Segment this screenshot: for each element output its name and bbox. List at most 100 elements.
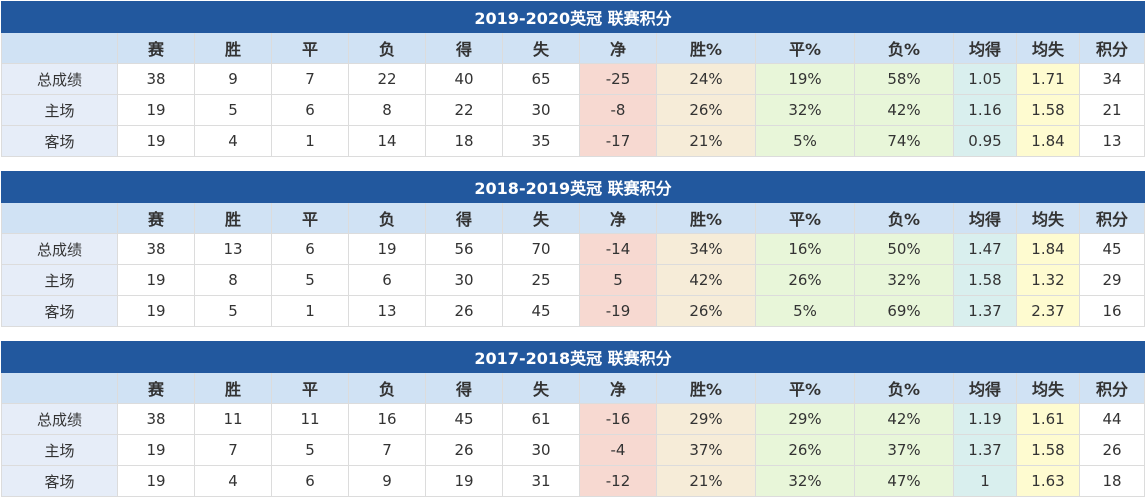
column-header: 净 <box>579 372 657 404</box>
cell: 1.61 <box>1016 403 1080 435</box>
cell: 19 <box>117 125 195 157</box>
cell: 2.37 <box>1016 295 1080 327</box>
cell: 31 <box>502 465 580 497</box>
cell: 5 <box>271 434 349 466</box>
row-label: 客场 <box>1 125 118 157</box>
cell: 1 <box>271 125 349 157</box>
table-row: 主场 19 5 6 8 22 30 -8 26% 32% 42% 1.16 1.58 21 <box>1 94 1146 126</box>
cell: 21% <box>656 465 756 497</box>
column-header: 负 <box>348 372 426 404</box>
cell: 1.37 <box>953 434 1017 466</box>
cell: 6 <box>348 264 426 296</box>
column-header: 负% <box>854 372 954 404</box>
cell: 6 <box>271 94 349 126</box>
header-row: 赛胜平负得失净胜% 平% 负% 均得 均失 积分 <box>1 32 1146 64</box>
table-row: 客场 19 5 1 13 26 45 -19 26% 5% 69% 1.37 2.37 16 <box>1 295 1146 327</box>
cell: 5 <box>194 94 272 126</box>
cell: 1 <box>953 465 1017 497</box>
cell: 16% <box>755 233 855 265</box>
cell: 1.58 <box>953 264 1017 296</box>
cell: 30 <box>425 264 503 296</box>
cell: -8 <box>579 94 657 126</box>
cell: 74% <box>854 125 954 157</box>
cell: 14 <box>348 125 426 157</box>
column-header: 负 <box>348 32 426 64</box>
header-row: 赛胜平负得失净胜% 平% 负% 均得 均失 积分 <box>1 372 1146 404</box>
cell: 8 <box>194 264 272 296</box>
cell: 65 <box>502 63 580 95</box>
cell: 21% <box>656 125 756 157</box>
column-header: 胜% <box>656 202 756 234</box>
cell: 45 <box>502 295 580 327</box>
cell: 26 <box>425 295 503 327</box>
cell: 47% <box>854 465 954 497</box>
row-label: 客场 <box>1 295 118 327</box>
column-header: 均得 <box>953 32 1017 64</box>
cell: 7 <box>348 434 426 466</box>
column-header: 均失 <box>1016 202 1080 234</box>
cell: 7 <box>194 434 272 466</box>
column-header: 胜% <box>656 32 756 64</box>
cell: 5 <box>194 295 272 327</box>
standings-table: 2018-2019英冠 联赛积分赛胜平负得失净胜% 平% 负% 均得 均失 积分 总成绩 38… <box>0 171 1146 327</box>
cell: 42% <box>656 264 756 296</box>
cell: 25 <box>502 264 580 296</box>
cell: 58% <box>854 63 954 95</box>
cell: 1.05 <box>953 63 1017 95</box>
cell: 29 <box>1078 264 1146 296</box>
cell: 19 <box>425 465 503 497</box>
column-header: 失 <box>502 372 580 404</box>
cell: 1.58 <box>1016 94 1080 126</box>
cell: 5% <box>755 125 855 157</box>
column-header: 胜% <box>656 372 756 404</box>
cell: 56 <box>425 233 503 265</box>
header-row: 赛胜平负得失净胜% 平% 负% 均得 均失 积分 <box>1 202 1146 234</box>
cell: 1.16 <box>953 94 1017 126</box>
cell: 9 <box>194 63 272 95</box>
cell: 26 <box>1078 434 1146 466</box>
column-header: 平 <box>271 32 349 64</box>
cell: 11 <box>194 403 272 435</box>
cell: 38 <box>117 63 195 95</box>
row-label: 总成绩 <box>1 63 118 95</box>
column-header: 净 <box>579 202 657 234</box>
cell: 34% <box>656 233 756 265</box>
cell: 26% <box>656 295 756 327</box>
cell: 1.84 <box>1016 125 1080 157</box>
cell: 1.58 <box>1016 434 1080 466</box>
column-header: 积分 <box>1078 372 1146 404</box>
column-header <box>1 32 118 64</box>
column-header: 赛 <box>117 32 195 64</box>
cell: -25 <box>579 63 657 95</box>
cell: 1.32 <box>1016 264 1080 296</box>
table-row: 总成绩 38 9 7 22 40 65 -25 24% 19% 58% 1.05 1.71 34 <box>1 63 1146 95</box>
cell: 50% <box>854 233 954 265</box>
cell: 5 <box>579 264 657 296</box>
column-header: 平% <box>755 372 855 404</box>
column-header: 均失 <box>1016 372 1080 404</box>
cell: 61 <box>502 403 580 435</box>
cell: 26% <box>656 94 756 126</box>
cell: 19 <box>117 295 195 327</box>
cell: 16 <box>348 403 426 435</box>
column-header: 负% <box>854 32 954 64</box>
cell: 1.63 <box>1016 465 1080 497</box>
cell: 18 <box>425 125 503 157</box>
cell: 8 <box>348 94 426 126</box>
cell: 38 <box>117 403 195 435</box>
cell: 19 <box>117 264 195 296</box>
cell: 0.95 <box>953 125 1017 157</box>
column-header: 平% <box>755 32 855 64</box>
column-header: 胜 <box>194 202 272 234</box>
cell: 1 <box>271 295 349 327</box>
cell: 9 <box>348 465 426 497</box>
column-header: 失 <box>502 202 580 234</box>
column-header: 积分 <box>1078 202 1146 234</box>
column-header: 负 <box>348 202 426 234</box>
cell: 13 <box>348 295 426 327</box>
cell: 18 <box>1078 465 1146 497</box>
row-label: 总成绩 <box>1 403 118 435</box>
cell: 19 <box>117 465 195 497</box>
cell: 44 <box>1078 403 1146 435</box>
column-header: 胜 <box>194 32 272 64</box>
